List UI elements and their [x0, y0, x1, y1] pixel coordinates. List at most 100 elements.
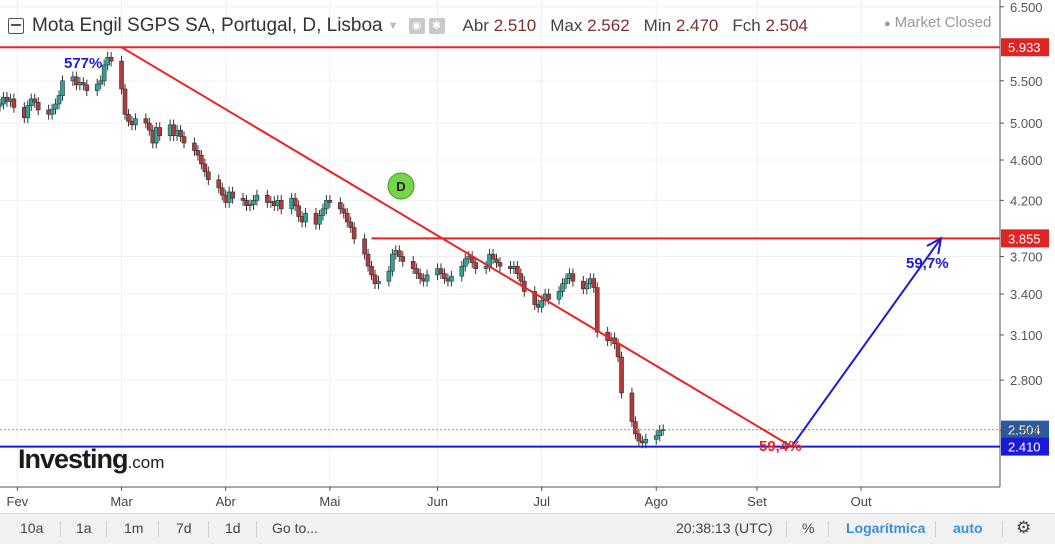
gear-icon[interactable]: ✱: [428, 18, 445, 34]
candle-body: [122, 88, 128, 115]
candle-body: [369, 265, 374, 276]
x-tick-label: Jul: [533, 494, 550, 509]
goto-button[interactable]: Go to...: [272, 520, 318, 536]
candle-body: [195, 150, 201, 156]
price-tag-support-text: 2.410: [1008, 440, 1041, 455]
drawing-overlays: 577% 59,7% 59,4% D 5.933 3.855 2.504 2.410: [0, 38, 1049, 456]
candle-body: [317, 215, 322, 225]
candle-body: [636, 433, 642, 442]
market-status: ● Market Closed: [884, 14, 991, 31]
percent-toggle[interactable]: %: [802, 520, 815, 536]
candle-body: [240, 197, 246, 201]
range-button-1m[interactable]: 1m: [124, 520, 144, 536]
candle-body: [247, 204, 253, 206]
candle-body: [532, 291, 538, 305]
range-button-10a[interactable]: 10a: [20, 520, 44, 536]
price-tag-resistance-top-text: 5.933: [1008, 40, 1041, 55]
x-tick-label: Fev: [7, 494, 29, 509]
candle-body: [546, 293, 551, 300]
settings-gear-icon[interactable]: ⚙: [1016, 518, 1032, 537]
candle-body: [653, 435, 659, 440]
auto-scale-toggle[interactable]: auto: [953, 520, 983, 536]
y-tick-label: 2.500: [1010, 423, 1043, 438]
ohlc-open: Abr 2.510: [463, 16, 537, 36]
candle-body: [157, 127, 163, 136]
candle-body: [98, 80, 103, 85]
candle-body: [278, 200, 284, 210]
candle-body: [348, 221, 353, 228]
candle-body: [390, 253, 395, 272]
price-tag-resistance-top: [1001, 38, 1049, 57]
toolbar-divider: [256, 521, 257, 537]
toolbar-divider: [158, 521, 159, 537]
y-tick-label: 5.500: [1010, 74, 1043, 89]
target-arrow-head: [926, 236, 943, 255]
bottom-toolbar: 10a 1a 1m 7d 1d Go to... 20:38:13 (UTC) …: [0, 513, 1055, 544]
drawing-badge-label: D: [396, 179, 405, 194]
y-tick-label: 3.100: [1010, 328, 1043, 343]
candle-body: [324, 200, 329, 210]
candlestick-series: [0, 51, 666, 449]
range-button-7d[interactable]: 7d: [176, 520, 192, 536]
candle-body: [414, 268, 419, 274]
candle-body: [108, 56, 114, 62]
candle-body: [292, 197, 298, 206]
candle-body: [483, 265, 489, 269]
chevron-down-icon[interactable]: ▼: [387, 20, 399, 32]
chart-grid: [0, 0, 1001, 488]
candle-body: [594, 287, 600, 333]
candle-body: [438, 268, 444, 274]
candle-body: [459, 265, 465, 277]
y-tick-label: 6.500: [1010, 0, 1043, 15]
candle-body: [490, 253, 496, 260]
candle-body: [53, 103, 58, 110]
price-tag-last-text: 2.504: [1008, 423, 1041, 438]
candle-body: [397, 250, 402, 257]
candle-body: [570, 273, 576, 282]
close-value: 2.504: [765, 16, 808, 35]
candle-body: [400, 256, 406, 262]
candle-body: [494, 258, 499, 263]
candle-body: [49, 108, 55, 115]
eye-icon[interactable]: ◉: [408, 18, 425, 34]
y-tick-label: 4.200: [1010, 193, 1043, 208]
range-button-1a[interactable]: 1a: [76, 520, 92, 536]
candle-body: [337, 202, 343, 210]
price-tag-support: [1001, 437, 1049, 456]
ohlc-low: Min 2.470: [644, 16, 719, 36]
candle-body: [518, 273, 524, 282]
range-button-1d[interactable]: 1d: [225, 520, 241, 536]
symbol-title[interactable]: Mota Engil SGPS SA, Portugal, D, Lisboa: [32, 15, 383, 36]
candle-body: [591, 278, 597, 288]
symbol-menu-icon[interactable]: [8, 18, 24, 34]
candle-body: [126, 113, 131, 122]
log-scale-toggle[interactable]: Logarítmica: [846, 520, 926, 536]
candle-body: [615, 343, 621, 358]
candle-body: [539, 300, 544, 308]
target-pct-label: 59,7%: [906, 255, 949, 272]
candle-body: [643, 438, 649, 444]
candle-body: [230, 191, 235, 199]
price-chart[interactable]: 577% 59,7% 59,4% D 5.933 3.855 2.504 2.410 2.50…: [0, 0, 1055, 513]
ohlc-close: Fch 2.504: [732, 16, 808, 36]
candle-body: [327, 200, 333, 203]
high-label: Max: [550, 16, 583, 35]
candle-body: [462, 258, 468, 267]
x-tick-label: Abr: [216, 494, 237, 509]
candle-body: [219, 187, 225, 196]
price-tag-resistance-mid-text: 3.855: [1008, 231, 1041, 246]
x-tick-label: Ago: [645, 494, 668, 509]
toolbar-divider: [786, 521, 787, 537]
candle-body: [629, 392, 635, 422]
price-axis: 2.500 2.800 3.100 3.400 3.700 4.200 4.600 5.000…: [1000, 0, 1043, 438]
candle-body: [56, 95, 62, 105]
candle-body: [35, 101, 41, 111]
candle-body: [449, 275, 454, 282]
candle-body: [192, 142, 197, 151]
candle-body: [657, 430, 663, 436]
y-tick-label: 2.800: [1010, 373, 1043, 388]
candle-body: [556, 291, 562, 300]
logo-main-text: Investing: [18, 444, 129, 474]
candle-body: [244, 200, 249, 206]
candle-body: [119, 60, 124, 90]
